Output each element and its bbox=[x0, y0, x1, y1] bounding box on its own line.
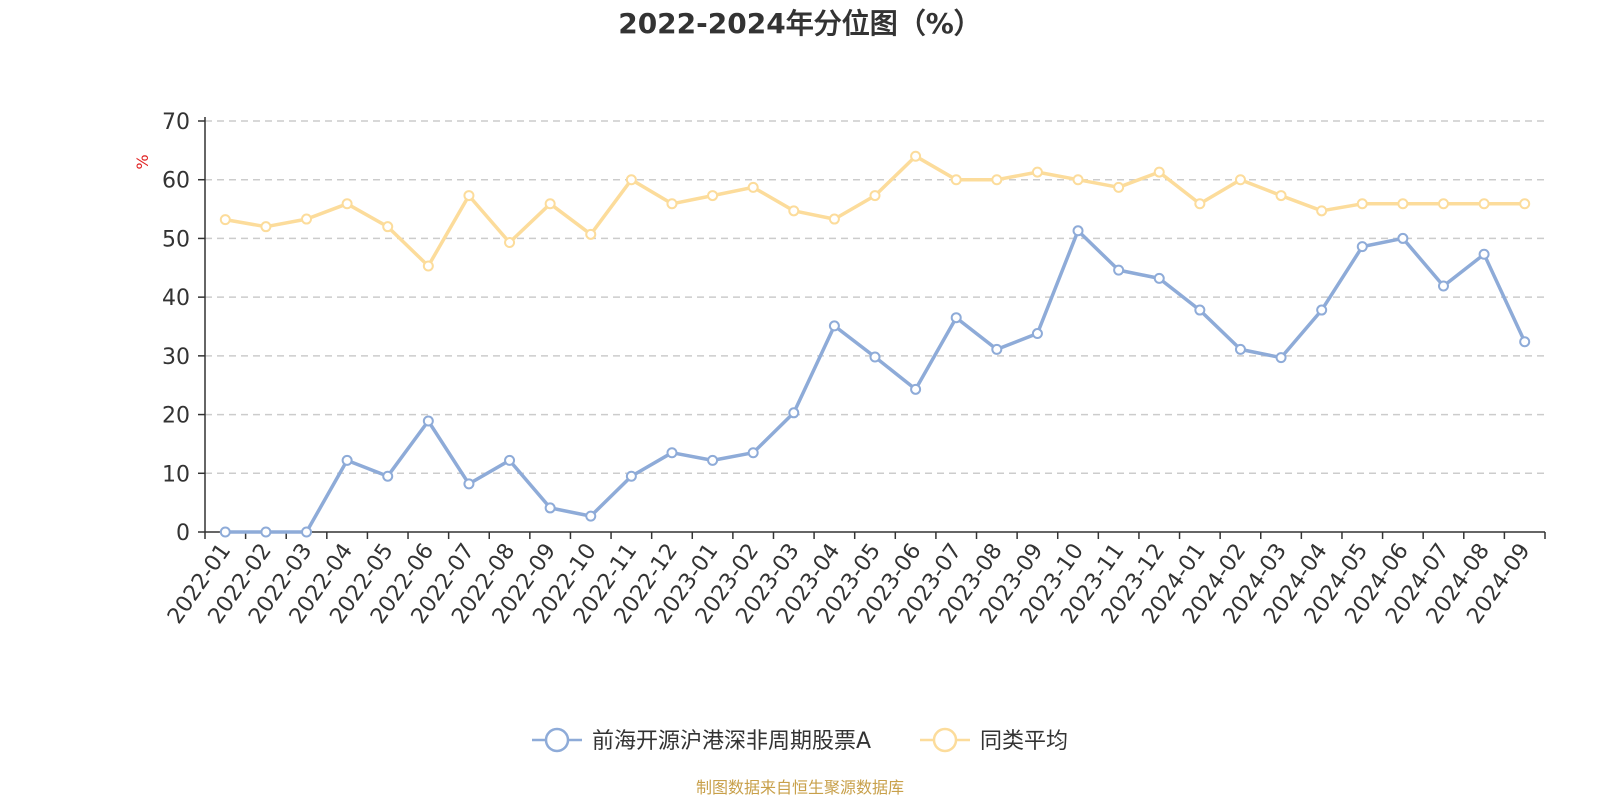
data-point-2022-02 bbox=[260, 221, 272, 233]
data-point-2023-12 bbox=[1153, 272, 1165, 284]
source-note: 制图数据来自恒生聚源数据库 bbox=[696, 778, 904, 797]
data-point-2022-06 bbox=[422, 260, 434, 272]
data-point-2023-10 bbox=[1072, 174, 1084, 186]
data-point-2024-09 bbox=[1519, 336, 1531, 348]
y-tick-label-30: 30 bbox=[162, 345, 190, 370]
series-前海开源沪港深非周期股票A bbox=[219, 225, 1531, 538]
data-point-2022-06 bbox=[422, 415, 434, 427]
data-point-2022-12 bbox=[666, 198, 678, 210]
data-point-2022-09 bbox=[544, 502, 556, 514]
data-point-2023-02 bbox=[747, 181, 759, 193]
data-point-2022-03 bbox=[301, 213, 313, 225]
data-point-2022-07 bbox=[463, 190, 475, 202]
data-point-2024-03 bbox=[1275, 352, 1287, 364]
data-point-2022-03 bbox=[301, 526, 313, 538]
data-point-2024-01 bbox=[1194, 198, 1206, 210]
y-tick-label-60: 60 bbox=[162, 169, 190, 194]
y-axis: 0 10 20 30 40 50 60 70 bbox=[162, 110, 206, 546]
data-point-2023-09 bbox=[1031, 328, 1043, 340]
legend-item-1: 同类平均 bbox=[920, 727, 1068, 754]
data-point-2022-05 bbox=[382, 470, 394, 482]
data-point-2024-05 bbox=[1356, 198, 1368, 210]
data-point-2024-04 bbox=[1316, 304, 1328, 316]
data-point-2022-11 bbox=[625, 174, 637, 186]
legend-marker bbox=[544, 727, 570, 753]
data-point-2022-10 bbox=[585, 510, 597, 522]
data-point-2023-11 bbox=[1113, 264, 1125, 276]
series-line bbox=[224, 154, 1525, 268]
y-tick-label-50: 50 bbox=[162, 227, 190, 252]
data-point-2024-05 bbox=[1356, 241, 1368, 253]
data-point-2022-10 bbox=[585, 228, 597, 240]
data-point-2023-03 bbox=[788, 407, 800, 419]
series-line bbox=[225, 229, 1527, 534]
data-point-2023-07 bbox=[950, 174, 962, 186]
data-point-2022-08 bbox=[504, 454, 516, 466]
data-point-2023-11 bbox=[1113, 181, 1125, 193]
legend: 前海开源沪港深非周期股票A 同类平均 bbox=[532, 727, 1068, 754]
data-point-2022-04 bbox=[341, 198, 353, 210]
data-point-2024-08 bbox=[1478, 248, 1490, 260]
data-point-2022-12 bbox=[666, 447, 678, 459]
y-tick-label-20: 20 bbox=[162, 404, 190, 429]
legend-marker bbox=[932, 727, 958, 753]
data-point-2024-08 bbox=[1478, 198, 1490, 210]
data-point-2022-07 bbox=[463, 478, 475, 490]
y-tick-label-70: 70 bbox=[162, 110, 190, 135]
data-point-2022-01 bbox=[219, 526, 231, 538]
data-point-2022-04 bbox=[341, 454, 353, 466]
data-point-2023-05 bbox=[869, 351, 881, 363]
data-point-2024-09 bbox=[1519, 198, 1531, 210]
data-point-2024-02 bbox=[1234, 343, 1246, 355]
data-point-2024-04 bbox=[1316, 205, 1328, 217]
data-point-2023-08 bbox=[991, 174, 1003, 186]
data-point-2022-11 bbox=[625, 470, 637, 482]
data-point-2023-04 bbox=[828, 320, 840, 332]
data-point-2023-09 bbox=[1031, 166, 1043, 178]
data-point-2022-05 bbox=[382, 221, 394, 233]
data-point-2024-07 bbox=[1437, 280, 1449, 292]
data-point-2024-03 bbox=[1275, 190, 1287, 202]
data-point-2024-07 bbox=[1437, 198, 1449, 210]
legend-label: 同类平均 bbox=[980, 729, 1068, 754]
y-tick-label-10: 10 bbox=[162, 462, 190, 487]
data-point-2024-01 bbox=[1194, 304, 1206, 316]
y-tick-label-0: 0 bbox=[176, 521, 190, 546]
series-同类平均 bbox=[219, 150, 1531, 272]
x-axis: 2022-012022-022022-032022-042022-052022-… bbox=[163, 531, 1546, 629]
grid-lines bbox=[205, 120, 1545, 475]
data-point-2023-07 bbox=[950, 312, 962, 324]
data-point-2023-10 bbox=[1072, 225, 1084, 237]
data-point-2022-02 bbox=[260, 526, 272, 538]
data-point-2023-12 bbox=[1153, 166, 1165, 178]
data-point-2023-04 bbox=[828, 213, 840, 225]
data-point-2022-08 bbox=[504, 237, 516, 249]
data-point-2023-06 bbox=[910, 383, 922, 395]
data-point-2023-03 bbox=[788, 205, 800, 217]
legend-label: 前海开源沪港深非周期股票A bbox=[592, 729, 871, 754]
data-point-2022-09 bbox=[544, 198, 556, 210]
y-tick-label-40: 40 bbox=[162, 286, 190, 311]
data-point-2022-01 bbox=[219, 214, 231, 226]
data-point-2023-01 bbox=[707, 454, 719, 466]
data-point-2024-06 bbox=[1397, 232, 1409, 244]
data-point-2024-06 bbox=[1397, 198, 1409, 210]
data-point-2023-08 bbox=[991, 343, 1003, 355]
data-point-2023-05 bbox=[869, 190, 881, 202]
data-point-2024-02 bbox=[1234, 174, 1246, 186]
data-point-2023-01 bbox=[707, 190, 719, 202]
series-group bbox=[219, 150, 1531, 538]
data-point-2023-02 bbox=[747, 447, 759, 459]
y-axis-label: % bbox=[133, 154, 152, 169]
data-point-2023-06 bbox=[910, 150, 922, 162]
chart-title: 2022-2024年分位图（%） bbox=[618, 7, 982, 40]
legend-item-0: 前海开源沪港深非周期股票A bbox=[532, 727, 871, 754]
